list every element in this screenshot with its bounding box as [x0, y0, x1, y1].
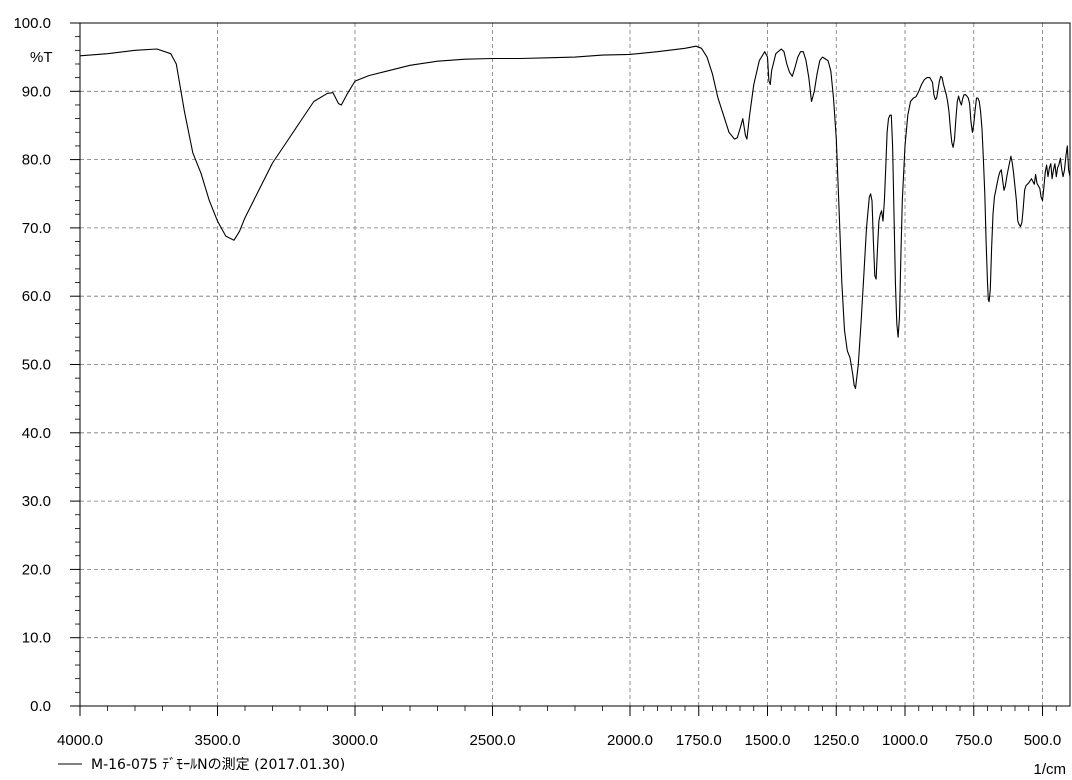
y-tick-label: 30.0 [22, 493, 51, 510]
x-tick-label: 1250.0 [813, 732, 859, 749]
x-tick-label: 2500.0 [470, 732, 516, 749]
y-tick-label: 90.0 [22, 83, 51, 100]
x-tick-label: 3500.0 [195, 732, 241, 749]
y-tick-label: 50.0 [22, 357, 51, 374]
y-tick-label: 80.0 [22, 152, 51, 169]
minor-ticks [75, 36, 1057, 711]
x-tick-label: 1750.0 [676, 732, 722, 749]
y-tick-label: 10.0 [22, 630, 51, 647]
x-tick-label: 750.0 [955, 732, 993, 749]
spectrum-line [79, 45, 1071, 389]
y-tick-label: 40.0 [22, 425, 51, 442]
y-tick-label: 60.0 [22, 288, 51, 305]
x-axis-unit-label: 1/cm [1033, 761, 1066, 778]
x-tick-label: 2000.0 [607, 732, 653, 749]
y-tick-label: 70.0 [22, 220, 51, 237]
x-tick-label: 1000.0 [882, 732, 928, 749]
x-tick-label: 500.0 [1024, 732, 1062, 749]
x-tick-label: 3000.0 [332, 732, 378, 749]
legend-label: M-16-075 ﾃﾞﾓｰﾙNの測定 (2017.01.30) [91, 757, 345, 773]
y-tick-label: 0.0 [30, 698, 51, 715]
x-axis: 4000.0 3500.0 3000.0 2500.0 2000.0 1750.0 1500… [57, 706, 1061, 749]
y-tick-label: 20.0 [22, 561, 51, 578]
y-tick-label: 100.0 [13, 15, 51, 32]
x-tick-label: 1500.0 [745, 732, 791, 749]
y-axis: 0.0 10.0 20.0 30.0 40.0 50.0 60.0 70.0 80.0 90.0 1… [13, 15, 80, 715]
x-tick-label: 4000.0 [57, 732, 103, 749]
y-axis-title: %T [30, 49, 53, 66]
grid [79, 22, 1070, 707]
